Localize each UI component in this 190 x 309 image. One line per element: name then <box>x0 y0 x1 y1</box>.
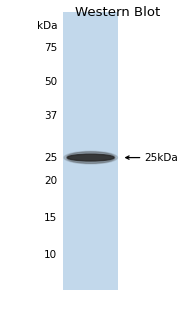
Text: 37: 37 <box>44 111 57 121</box>
Text: kDa: kDa <box>36 21 57 31</box>
Text: 75: 75 <box>44 43 57 53</box>
Bar <box>63 12 118 290</box>
Text: 50: 50 <box>44 77 57 87</box>
Text: 10: 10 <box>44 250 57 260</box>
Ellipse shape <box>64 151 117 164</box>
Text: 25: 25 <box>44 153 57 163</box>
Ellipse shape <box>66 152 115 163</box>
Text: 25kDa: 25kDa <box>144 153 178 163</box>
Text: Western Blot: Western Blot <box>75 6 160 19</box>
Ellipse shape <box>67 154 114 161</box>
Text: 15: 15 <box>44 213 57 223</box>
Text: 20: 20 <box>44 176 57 186</box>
